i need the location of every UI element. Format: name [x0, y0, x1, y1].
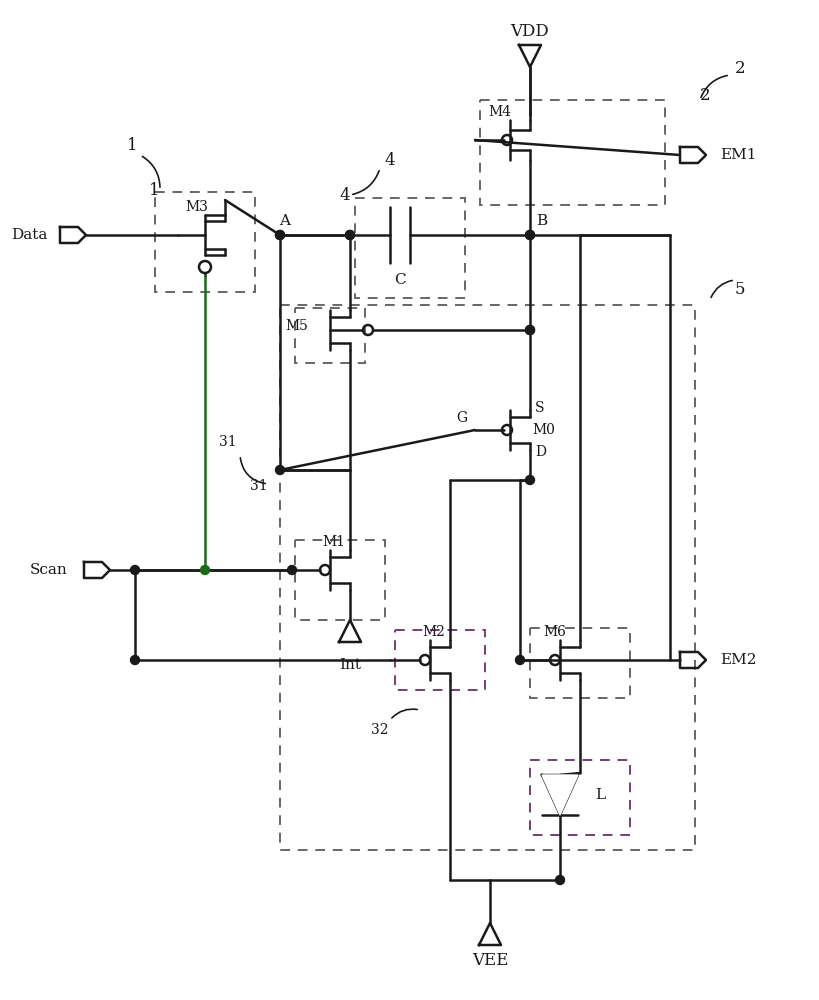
- Text: EM1: EM1: [719, 148, 756, 162]
- Text: C: C: [394, 273, 405, 287]
- Circle shape: [275, 231, 284, 239]
- Text: Data: Data: [11, 228, 48, 242]
- Text: M1: M1: [322, 535, 345, 549]
- Text: 1: 1: [149, 182, 160, 199]
- Text: M3: M3: [185, 200, 208, 214]
- Text: 5: 5: [734, 282, 744, 298]
- Circle shape: [525, 231, 534, 239]
- Text: L: L: [595, 788, 604, 802]
- Text: 31: 31: [219, 435, 237, 449]
- Circle shape: [515, 656, 524, 664]
- Bar: [395, 630, 484, 690]
- Text: 2: 2: [734, 60, 744, 77]
- Text: 32: 32: [371, 723, 388, 737]
- Text: 4: 4: [384, 152, 395, 169]
- Circle shape: [287, 566, 296, 574]
- Text: A: A: [279, 214, 290, 228]
- Text: S: S: [534, 401, 544, 415]
- Text: M0: M0: [532, 423, 554, 437]
- Circle shape: [130, 566, 139, 574]
- Text: M2: M2: [422, 625, 445, 639]
- Text: M5: M5: [285, 319, 308, 333]
- Text: 4: 4: [339, 186, 350, 204]
- Text: Scan: Scan: [30, 563, 68, 577]
- Text: 2: 2: [699, 87, 710, 104]
- Bar: [529, 628, 629, 698]
- Text: 31: 31: [250, 479, 268, 493]
- Text: VEE: VEE: [471, 952, 508, 969]
- Bar: [155, 192, 255, 292]
- Text: VDD: VDD: [510, 23, 549, 40]
- Bar: [295, 308, 364, 363]
- Circle shape: [525, 231, 534, 239]
- Circle shape: [554, 876, 563, 884]
- Circle shape: [345, 231, 354, 239]
- Bar: [279, 305, 695, 850]
- Text: M4: M4: [488, 105, 511, 119]
- Text: D: D: [534, 445, 545, 459]
- Text: Int: Int: [338, 658, 360, 672]
- Text: 1: 1: [126, 137, 137, 154]
- Circle shape: [275, 231, 284, 239]
- Circle shape: [525, 326, 534, 334]
- Circle shape: [275, 466, 284, 475]
- Bar: [529, 760, 629, 835]
- Bar: [479, 100, 664, 205]
- Text: G: G: [455, 411, 467, 425]
- Polygon shape: [541, 775, 577, 815]
- Bar: [355, 198, 464, 298]
- Bar: [295, 540, 385, 620]
- Circle shape: [130, 656, 139, 664]
- Text: B: B: [536, 214, 547, 228]
- Circle shape: [201, 566, 209, 574]
- Circle shape: [345, 231, 354, 239]
- Circle shape: [525, 326, 534, 334]
- Circle shape: [525, 476, 534, 485]
- Text: EM2: EM2: [719, 653, 756, 667]
- Text: M6: M6: [543, 625, 566, 639]
